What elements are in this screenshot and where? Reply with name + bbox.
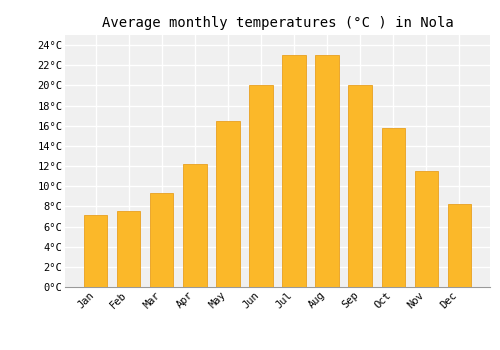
Bar	[316, 55, 338, 287]
Bar	[150, 193, 174, 287]
Bar	[250, 85, 272, 287]
Bar	[382, 128, 404, 287]
Bar	[184, 164, 206, 287]
Bar	[448, 204, 470, 287]
Title: Average monthly temperatures (°C ) in Nola: Average monthly temperatures (°C ) in No…	[102, 16, 454, 30]
Bar	[216, 121, 240, 287]
Bar	[282, 55, 306, 287]
Bar	[118, 211, 141, 287]
Bar	[414, 171, 438, 287]
Bar	[84, 216, 108, 287]
Bar	[348, 85, 372, 287]
